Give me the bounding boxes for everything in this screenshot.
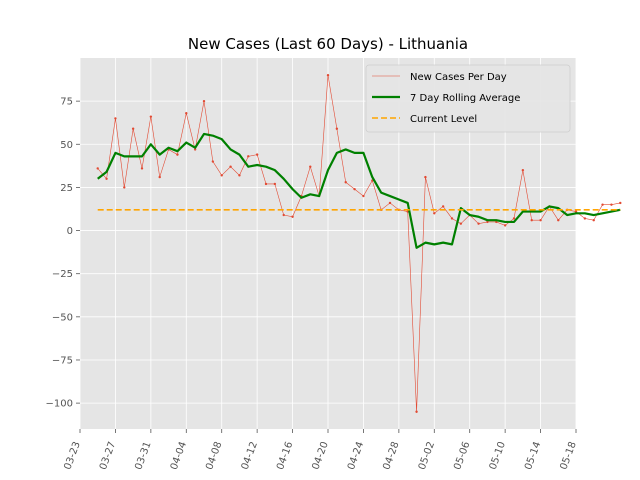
daily-cases-point bbox=[238, 174, 241, 177]
x-tick-label: 05-18 bbox=[559, 440, 579, 471]
daily-cases-point bbox=[220, 174, 223, 177]
x-tick-label: 05-10 bbox=[488, 440, 508, 471]
daily-cases-point bbox=[583, 217, 587, 220]
daily-cases-point bbox=[158, 175, 161, 179]
y-tick-label: 75 bbox=[60, 97, 73, 108]
x-tick-label: 05-02 bbox=[417, 440, 437, 471]
daily-cases-point bbox=[424, 175, 427, 179]
y-axis-ticks: −100 −75 −50 −25 0 25 50 75 bbox=[46, 97, 80, 410]
daily-cases-point bbox=[309, 165, 312, 168]
x-tick-label: 04-24 bbox=[346, 440, 366, 471]
daily-cases-point bbox=[123, 186, 126, 189]
x-tick-label: 04-16 bbox=[275, 440, 295, 471]
y-tick-label: −100 bbox=[46, 399, 73, 410]
daily-cases-point bbox=[557, 219, 560, 222]
daily-cases-point bbox=[503, 224, 507, 227]
daily-cases-point bbox=[353, 187, 356, 191]
daily-cases-point bbox=[539, 219, 542, 222]
daily-cases-point bbox=[362, 194, 365, 198]
daily-cases-point bbox=[512, 217, 516, 220]
daily-cases-point bbox=[610, 203, 613, 206]
daily-cases-point bbox=[619, 201, 622, 205]
x-tick-label: 05-06 bbox=[452, 440, 472, 471]
daily-cases-point bbox=[229, 165, 232, 168]
daily-cases-point bbox=[255, 153, 259, 156]
daily-cases-point bbox=[335, 127, 339, 130]
daily-cases-point bbox=[193, 148, 197, 151]
daily-cases-point bbox=[433, 212, 436, 215]
x-axis-ticks: 03-23 03-27 03-31 04-04 04-08 04-12 04-16 04-20… bbox=[63, 429, 579, 471]
chart-title: New Cases (Last 60 Days) - Lithuania bbox=[188, 35, 468, 53]
y-tick-label: −50 bbox=[52, 312, 73, 323]
legend-label: 7 Day Rolling Average bbox=[410, 93, 520, 104]
daily-cases-point bbox=[202, 99, 206, 103]
daily-cases-point bbox=[149, 115, 153, 118]
x-tick-label: 04-04 bbox=[169, 440, 189, 471]
daily-cases-point bbox=[114, 117, 117, 120]
daily-cases-point bbox=[282, 213, 285, 217]
daily-cases-point bbox=[521, 168, 525, 172]
daily-cases-point bbox=[601, 203, 604, 206]
daily-cases-point bbox=[264, 182, 268, 186]
daily-cases-point bbox=[415, 410, 418, 413]
daily-cases-point bbox=[441, 205, 445, 208]
daily-cases-point bbox=[96, 167, 99, 170]
daily-cases-point bbox=[105, 177, 108, 180]
daily-cases-point bbox=[176, 153, 179, 156]
x-tick-label: 03-27 bbox=[98, 440, 118, 471]
x-tick-label: 04-12 bbox=[240, 440, 260, 471]
daily-cases-point bbox=[477, 222, 480, 225]
legend-label: New Cases Per Day bbox=[410, 72, 507, 83]
series-layer bbox=[96, 74, 622, 413]
y-tick-label: −75 bbox=[52, 355, 73, 366]
x-tick-label: 05-14 bbox=[523, 440, 543, 471]
daily-cases-point bbox=[388, 201, 392, 205]
y-tick-label: 50 bbox=[60, 140, 73, 151]
daily-cases-point bbox=[486, 220, 489, 224]
legend-label: Current Level bbox=[410, 114, 477, 125]
legend: New Cases Per Day 7 Day Rolling Average Cu… bbox=[365, 64, 571, 133]
legend-box bbox=[365, 64, 571, 133]
daily-cases-point bbox=[273, 182, 277, 186]
daily-cases-point bbox=[247, 155, 250, 158]
daily-cases-point bbox=[450, 217, 454, 220]
daily-cases-point bbox=[530, 219, 533, 222]
x-tick-label: 04-28 bbox=[381, 440, 401, 471]
x-tick-label: 03-23 bbox=[63, 440, 83, 471]
daily-cases-point bbox=[140, 167, 144, 170]
x-tick-label: 04-08 bbox=[204, 440, 224, 471]
x-tick-label: 04-20 bbox=[311, 440, 331, 471]
daily-cases-line bbox=[97, 75, 621, 412]
daily-cases-point bbox=[291, 215, 294, 218]
daily-cases-point bbox=[131, 127, 135, 130]
daily-cases-point bbox=[211, 160, 215, 163]
daily-cases-point bbox=[592, 219, 595, 222]
daily-cases-point bbox=[574, 210, 578, 213]
daily-cases-point bbox=[459, 222, 463, 225]
y-tick-label: 0 bbox=[67, 226, 73, 237]
daily-cases-point bbox=[326, 74, 330, 77]
x-tick-label: 03-31 bbox=[133, 440, 153, 471]
daily-cases-point bbox=[185, 112, 188, 115]
y-tick-label: 25 bbox=[60, 183, 73, 194]
y-tick-label: −25 bbox=[52, 269, 73, 280]
daily-cases-point bbox=[344, 181, 347, 184]
rolling-average-line bbox=[97, 132, 621, 249]
